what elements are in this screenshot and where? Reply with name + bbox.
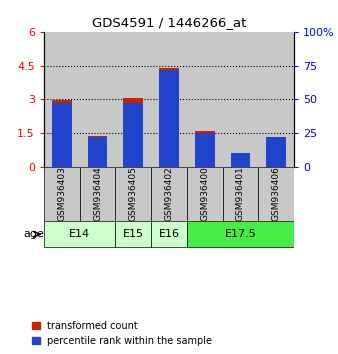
Bar bbox=[266, 138, 286, 167]
Text: E16: E16 bbox=[159, 229, 179, 239]
FancyBboxPatch shape bbox=[115, 167, 151, 221]
FancyBboxPatch shape bbox=[151, 221, 187, 247]
FancyBboxPatch shape bbox=[44, 167, 80, 221]
FancyBboxPatch shape bbox=[187, 167, 223, 221]
Bar bbox=[115, 32, 151, 167]
Text: E17.5: E17.5 bbox=[224, 229, 256, 239]
Text: age: age bbox=[24, 229, 45, 239]
Text: GSM936400: GSM936400 bbox=[200, 166, 209, 221]
Bar bbox=[195, 131, 215, 167]
Bar bbox=[231, 164, 250, 167]
FancyBboxPatch shape bbox=[223, 167, 258, 221]
FancyBboxPatch shape bbox=[187, 221, 294, 247]
Text: E14: E14 bbox=[69, 229, 90, 239]
Bar bbox=[80, 32, 115, 167]
Text: GSM936403: GSM936403 bbox=[57, 166, 66, 221]
Bar bbox=[195, 133, 215, 167]
FancyBboxPatch shape bbox=[44, 221, 115, 247]
Text: GSM936404: GSM936404 bbox=[93, 166, 102, 221]
Bar bbox=[88, 136, 107, 167]
FancyBboxPatch shape bbox=[258, 167, 294, 221]
Bar bbox=[123, 103, 143, 167]
Bar bbox=[44, 32, 80, 167]
FancyBboxPatch shape bbox=[115, 221, 151, 247]
Bar bbox=[258, 32, 294, 167]
Text: GSM936402: GSM936402 bbox=[165, 166, 173, 221]
FancyBboxPatch shape bbox=[80, 167, 115, 221]
Text: GSM936401: GSM936401 bbox=[236, 166, 245, 221]
Bar bbox=[266, 137, 286, 167]
Legend: transformed count, percentile rank within the sample: transformed count, percentile rank withi… bbox=[32, 321, 213, 346]
Bar bbox=[123, 98, 143, 167]
Text: GSM936406: GSM936406 bbox=[272, 166, 281, 221]
Bar bbox=[52, 101, 72, 167]
Bar bbox=[151, 32, 187, 167]
Bar bbox=[187, 32, 223, 167]
Bar bbox=[88, 137, 107, 167]
Bar bbox=[159, 70, 179, 167]
Bar bbox=[52, 103, 72, 167]
Title: GDS4591 / 1446266_at: GDS4591 / 1446266_at bbox=[92, 16, 246, 29]
Bar bbox=[231, 153, 250, 167]
Text: GSM936405: GSM936405 bbox=[129, 166, 138, 221]
Text: E15: E15 bbox=[123, 229, 144, 239]
Bar bbox=[223, 32, 258, 167]
FancyBboxPatch shape bbox=[151, 167, 187, 221]
Bar bbox=[159, 68, 179, 167]
